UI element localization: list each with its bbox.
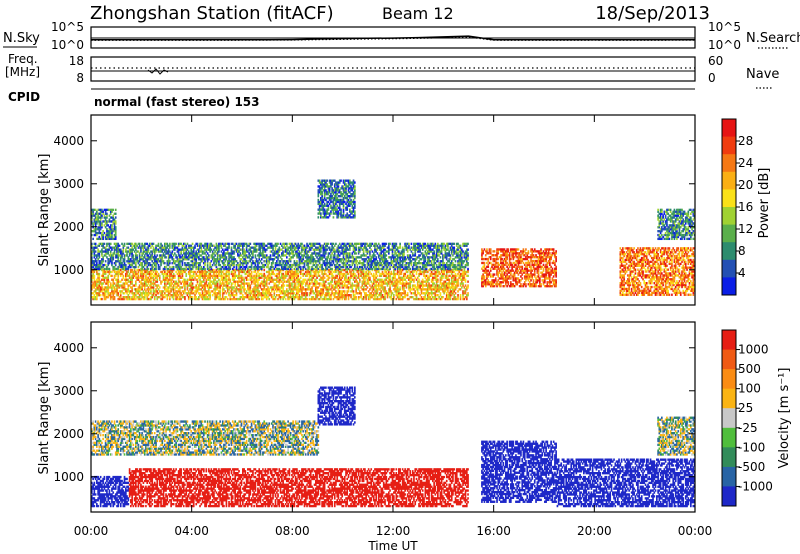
y-tick-label-3: 4000 — [53, 134, 84, 148]
colorbar-cell-0 — [722, 330, 736, 351]
y-tick-label-1: 2000 — [53, 427, 84, 441]
y-tick-label-0: 1000 — [53, 470, 84, 484]
colorbar-cell-4 — [722, 189, 736, 208]
colorbar-tick-label-2: 20 — [738, 178, 753, 192]
y-tick-label-3: 4000 — [53, 341, 84, 355]
time-tick-label-6: 00:00 — [678, 524, 713, 538]
y-tick-label-2: 3000 — [53, 384, 84, 398]
velocity-axes: 1000 2000 3000 4000 — [53, 322, 696, 512]
nave-label: Nave — [746, 67, 779, 82]
colorbar-cell-9 — [722, 277, 736, 296]
colorbar-tick-label-4: -25 — [738, 421, 758, 435]
velocity-heatmap — [91, 386, 695, 508]
heatmap-region-1 — [91, 242, 469, 271]
power-colorbar: 28 24 20 16 12 8 4 — [721, 118, 753, 296]
power-colorbar-label: Power [dB] — [757, 168, 772, 239]
colorbar-cell-2 — [722, 369, 736, 390]
colorbar-cell-4 — [722, 408, 736, 429]
power-heatmap — [91, 179, 695, 301]
colorbar-tick-label-4: 12 — [738, 222, 753, 236]
time-tick-label-0: 00:00 — [74, 524, 109, 538]
noise-traces — [91, 35, 695, 41]
velocity-colorbar: 1000 500 100 25 -25 -100 -500 -1000 — [721, 329, 773, 507]
colorbar-cell-7 — [722, 242, 736, 261]
time-tick-label-5: 20:00 — [577, 524, 612, 538]
colorbar-tick-label-5: 8 — [738, 244, 746, 258]
freq-right-tick-bottom: 0 — [708, 71, 716, 85]
colorbar-cell-8 — [722, 486, 736, 507]
heatmap-region-2 — [91, 208, 117, 241]
station-title: Zhongshan Station (fitACF) — [90, 3, 334, 24]
cpid-value: normal (fast stereo) 153 — [94, 95, 260, 109]
colorbar-cell-3 — [722, 388, 736, 409]
heatmap-region-3 — [317, 386, 356, 426]
colorbar-frame — [721, 329, 737, 507]
time-axis-label: Time UT — [367, 539, 418, 553]
heatmap-region-1 — [128, 468, 469, 508]
time-axis-ticks: 00:00 04:00 08:00 12:00 16:00 20:00 00:00 — [74, 524, 713, 538]
heatmap-region-2 — [91, 420, 320, 456]
heatmap-region-5 — [619, 247, 695, 296]
y-tick-label-0: 1000 — [53, 263, 84, 277]
time-tick-label-4: 16:00 — [476, 524, 511, 538]
noise-series-search — [91, 36, 695, 41]
colorbar-cell-0 — [722, 119, 736, 138]
heatmap-region-5 — [556, 458, 695, 508]
colorbar-cell-1 — [722, 136, 736, 155]
freq-panel-frame — [90, 56, 696, 82]
velocity-colorbar-label: Velocity [m s⁻¹] — [777, 368, 792, 469]
beam-label: Beam 12 — [382, 4, 454, 23]
colorbar-tick-label-1: 24 — [738, 156, 753, 170]
heatmap-region-6 — [657, 208, 695, 241]
heatmap-region-4 — [481, 440, 557, 503]
power-ylabel: Slant Range [km] — [37, 154, 52, 267]
colorbar-tick-label-3: 16 — [738, 200, 753, 214]
freq-left-tick-top: 18 — [69, 54, 84, 68]
heatmap-region-6 — [657, 416, 695, 456]
noise-left-tick-top: 10^5 — [51, 20, 84, 34]
colorbar-tick-label-0: 28 — [738, 134, 753, 148]
noise-sky-label: N.Sky — [3, 31, 40, 46]
time-tick-label-3: 12:00 — [376, 524, 411, 538]
colorbar-tick-label-3: 25 — [738, 401, 753, 415]
colorbar-cell-6 — [722, 447, 736, 468]
velocity-ylabel: Slant Range [km] — [37, 362, 52, 475]
noise-right-tick-bottom: 10^0 — [708, 38, 741, 52]
cpid-label: CPID — [8, 90, 40, 104]
colorbar-tick-label-2: 100 — [738, 382, 761, 396]
time-tick-label-1: 04:00 — [174, 524, 209, 538]
colorbar-tick-label-6: 4 — [738, 266, 746, 280]
noise-left-tick-bottom: 10^0 — [51, 38, 84, 52]
heatmap-region-3 — [317, 179, 356, 219]
colorbar-tick-label-1: 500 — [738, 362, 761, 376]
noise-search-label: N.Search — [746, 31, 800, 46]
freq-dip — [147, 68, 169, 75]
colorbar-cell-1 — [722, 349, 736, 370]
y-tick-label-2: 3000 — [53, 177, 84, 191]
heatmap-region-0 — [91, 268, 469, 301]
freq-label: Freq. — [8, 52, 38, 66]
heatmap-region-4 — [481, 248, 557, 288]
noise-right-tick-top: 10^5 — [708, 20, 741, 34]
y-tick-label-1: 2000 — [53, 220, 84, 234]
colorbar-cell-5 — [722, 427, 736, 448]
colorbar-cell-3 — [722, 171, 736, 190]
date-label: 18/Sep/2013 — [595, 3, 710, 24]
colorbar-cell-6 — [722, 224, 736, 243]
colorbar-cell-2 — [722, 154, 736, 173]
colorbar-cell-7 — [722, 466, 736, 487]
power-axes: 1000 2000 3000 4000 — [53, 115, 696, 305]
colorbar-tick-label-6: -500 — [738, 460, 765, 474]
time-tick-label-2: 08:00 — [275, 524, 310, 538]
colorbar-tick-label-7: -1000 — [738, 479, 773, 493]
colorbar-tick-label-5: -100 — [738, 440, 765, 454]
freq-left-tick-bottom: 8 — [76, 71, 84, 85]
colorbar-cell-8 — [722, 259, 736, 278]
freq-unit-label: [MHz] — [5, 65, 40, 79]
heatmap-region-0 — [91, 475, 130, 508]
colorbar-tick-label-0: 1000 — [738, 343, 769, 357]
colorbar-cell-5 — [722, 207, 736, 226]
freq-right-tick-top: 60 — [708, 54, 723, 68]
